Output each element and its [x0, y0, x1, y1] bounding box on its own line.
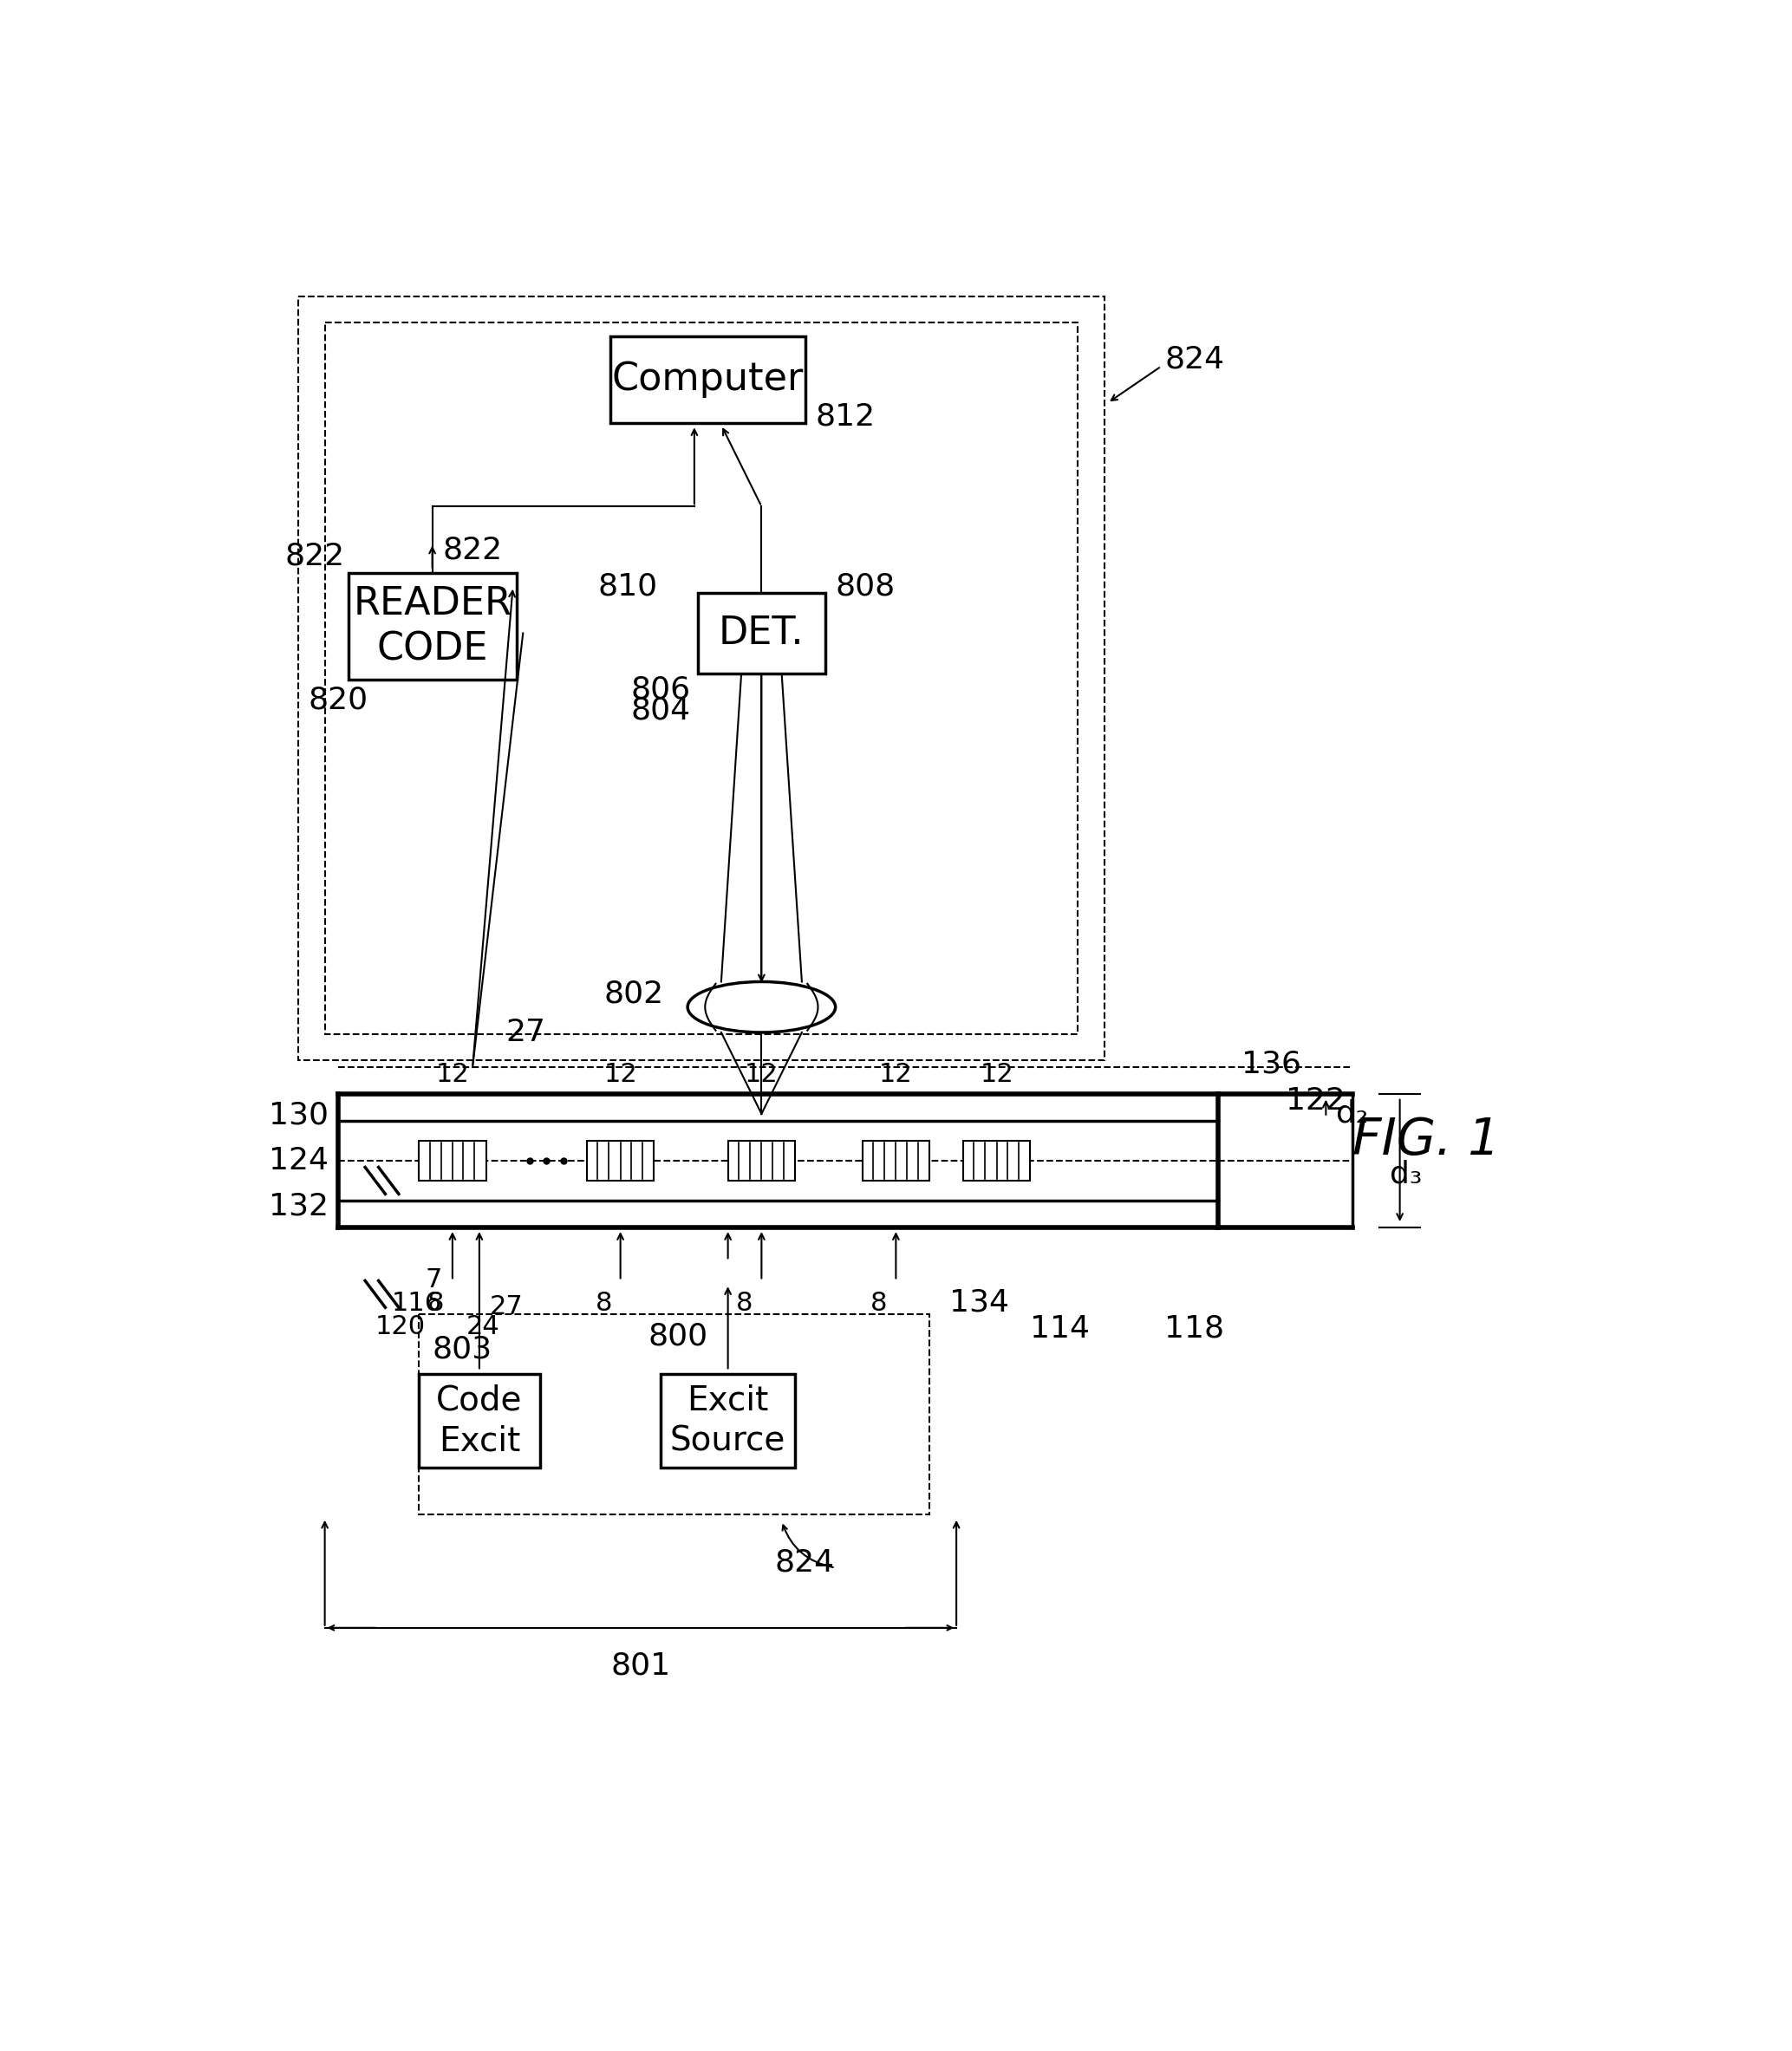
- Text: 27: 27: [505, 1017, 547, 1048]
- Text: 12: 12: [880, 1062, 912, 1087]
- Text: 12: 12: [435, 1062, 470, 1087]
- Text: 12: 12: [745, 1062, 778, 1087]
- Text: 802: 802: [604, 978, 665, 1009]
- Text: 822: 822: [443, 535, 502, 564]
- Text: 27: 27: [489, 1294, 523, 1319]
- Text: 806: 806: [631, 675, 692, 706]
- Text: 8: 8: [737, 1290, 753, 1317]
- Bar: [728, 1140, 796, 1181]
- Text: 12: 12: [980, 1062, 1014, 1087]
- Text: 824: 824: [1165, 345, 1224, 375]
- Bar: [348, 572, 516, 681]
- Text: 8: 8: [595, 1290, 613, 1317]
- Text: 812: 812: [815, 402, 874, 431]
- Text: 820: 820: [308, 685, 367, 714]
- Text: 803: 803: [432, 1333, 493, 1364]
- Text: 804: 804: [631, 695, 692, 724]
- Bar: [697, 593, 826, 673]
- Text: 136: 136: [1242, 1048, 1301, 1079]
- Bar: [586, 1140, 654, 1181]
- Text: 7: 7: [425, 1268, 443, 1292]
- Text: FIG. 1: FIG. 1: [1353, 1116, 1500, 1165]
- Bar: [419, 1374, 539, 1469]
- Text: d₃: d₃: [1391, 1159, 1423, 1190]
- Bar: [611, 336, 805, 423]
- Ellipse shape: [688, 982, 835, 1032]
- Bar: [324, 322, 1077, 1034]
- Text: 8: 8: [871, 1290, 887, 1317]
- Text: 134: 134: [950, 1288, 1009, 1317]
- Text: Computer: Computer: [611, 361, 805, 398]
- Text: 824: 824: [774, 1549, 835, 1577]
- Bar: [862, 1140, 930, 1181]
- Bar: [419, 1315, 930, 1514]
- Text: 808: 808: [835, 572, 896, 601]
- Text: 12: 12: [604, 1062, 638, 1087]
- Text: 130: 130: [269, 1101, 328, 1130]
- Text: d₂: d₂: [1337, 1099, 1369, 1128]
- Text: 114: 114: [1030, 1315, 1090, 1343]
- Text: READER
CODE: READER CODE: [353, 585, 511, 669]
- Bar: [419, 1140, 486, 1181]
- Bar: [661, 1374, 796, 1469]
- Text: 800: 800: [649, 1321, 708, 1352]
- Text: 801: 801: [611, 1651, 670, 1680]
- Text: 8: 8: [426, 1290, 444, 1317]
- Text: Excit
Source: Excit Source: [670, 1384, 785, 1458]
- Text: 24: 24: [466, 1315, 500, 1339]
- Text: 132: 132: [269, 1192, 328, 1220]
- Text: 120: 120: [375, 1315, 425, 1339]
- Text: 124: 124: [269, 1147, 328, 1175]
- Text: 822: 822: [285, 541, 344, 572]
- Text: Code
Excit: Code Excit: [435, 1384, 523, 1458]
- Text: 122: 122: [1285, 1085, 1346, 1116]
- Text: DET.: DET.: [719, 615, 805, 652]
- Bar: [297, 295, 1104, 1060]
- Text: 810: 810: [597, 572, 658, 601]
- Bar: [962, 1140, 1030, 1181]
- Text: 116: 116: [392, 1290, 443, 1317]
- Text: 118: 118: [1165, 1315, 1224, 1343]
